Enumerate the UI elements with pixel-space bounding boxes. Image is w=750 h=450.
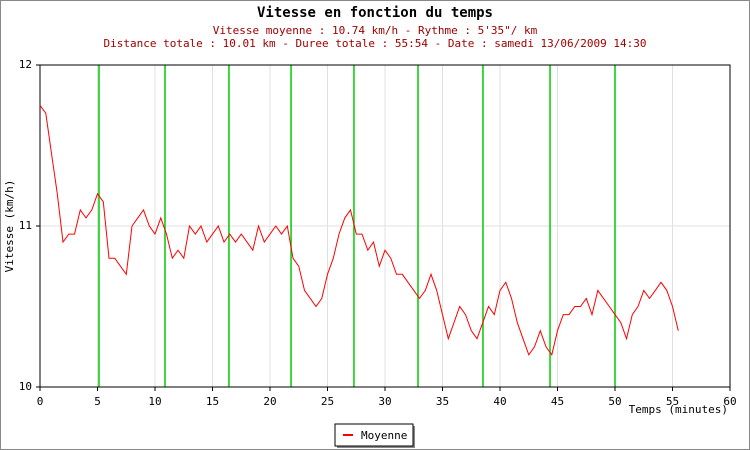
plot-border	[39, 64, 731, 388]
x-tick-label: 55	[666, 395, 679, 408]
x-tick-label: 35	[436, 395, 449, 408]
x-tick-label: 40	[493, 395, 506, 408]
legend-box	[334, 423, 414, 447]
y-tick-label: 12	[19, 58, 32, 71]
x-tick-label: 50	[608, 395, 621, 408]
y-tick-label: 11	[19, 219, 32, 232]
data-line	[39, 105, 679, 356]
y-tick-label: 10	[19, 380, 32, 393]
x-axis-label: Temps (minutes)	[629, 403, 728, 416]
chart-title: Vitesse en fonction du temps	[257, 5, 493, 21]
y-axis-label: Vitesse (km/h)	[3, 180, 16, 273]
subtitle: Distance totale : 10.01 km - Duree total…	[103, 37, 646, 50]
x-tick-label: 45	[551, 395, 564, 408]
x-tick-label: 5	[94, 395, 101, 408]
x-tick-label: 10	[148, 395, 161, 408]
x-tick-label: 60	[723, 395, 736, 408]
x-tick-label: 20	[263, 395, 276, 408]
legend-label: Moyenne	[361, 429, 407, 442]
x-tick-label: 0	[37, 395, 44, 408]
x-tick-label: 25	[321, 395, 334, 408]
x-tick-label: 30	[378, 395, 391, 408]
subtitle: Vitesse moyenne : 10.74 km/h - Rythme : …	[213, 24, 538, 37]
x-tick-label: 15	[206, 395, 219, 408]
